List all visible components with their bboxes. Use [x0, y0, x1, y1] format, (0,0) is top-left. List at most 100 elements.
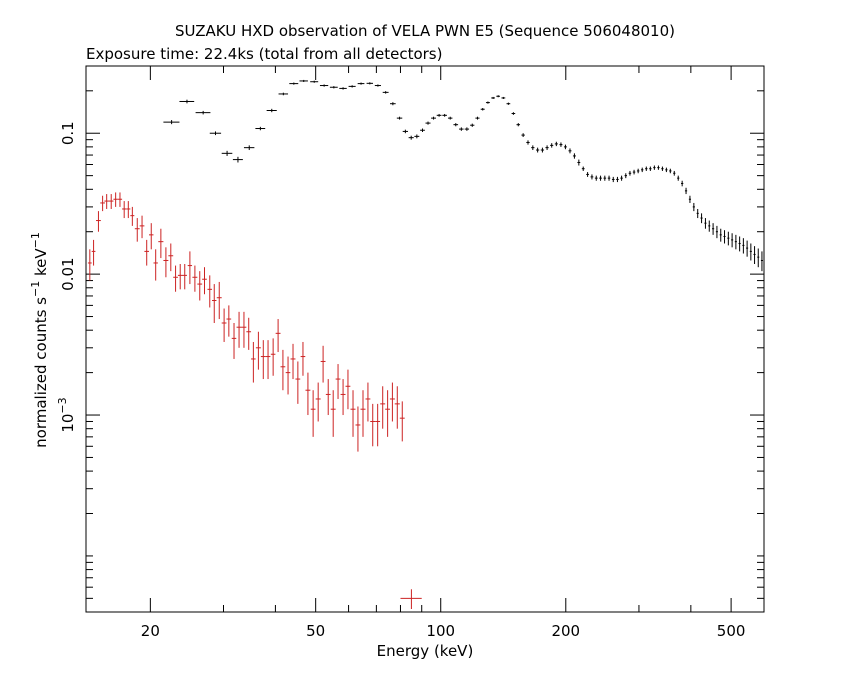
data-point: [712, 223, 715, 235]
chart-title: SUZAKU HXD observation of VELA PWN E5 (S…: [175, 22, 675, 40]
data-point: [280, 349, 286, 391]
y-axis: 0.1 0.01 10−3: [56, 90, 764, 613]
data-point: [255, 331, 261, 370]
data-point: [290, 343, 296, 380]
svg-text:10−3: 10−3: [56, 397, 77, 432]
y-tick-label: 0.01: [59, 257, 77, 290]
data-point: [760, 251, 763, 272]
data-point: [645, 166, 648, 171]
data-point: [704, 218, 707, 229]
data-point: [715, 225, 718, 239]
data-point: [431, 116, 436, 120]
data-point: [501, 96, 506, 99]
data-point: [572, 153, 576, 159]
data-point: [148, 223, 154, 250]
data-point: [163, 120, 180, 125]
data-point: [246, 317, 252, 350]
data-point: [173, 265, 178, 292]
x-tick-label: 500: [717, 622, 746, 640]
svg-text:0.1: 0.1: [59, 121, 77, 145]
data-point: [511, 112, 516, 115]
data-point: [153, 249, 158, 281]
data-series: [87, 79, 763, 610]
data-point: [425, 121, 431, 125]
data-point: [681, 180, 684, 187]
data-point: [568, 148, 572, 154]
data-point: [402, 129, 408, 134]
data-point: [521, 133, 525, 138]
data-point: [300, 341, 306, 376]
data-point: [158, 228, 164, 259]
data-point: [607, 175, 611, 181]
data-point: [684, 187, 688, 195]
data-point: [197, 271, 203, 301]
data-point: [464, 127, 470, 131]
data-point: [207, 275, 213, 308]
x-axis-label: Energy (keV): [377, 642, 474, 660]
y-tick-label: 10−3: [56, 397, 77, 432]
data-point: [177, 263, 183, 290]
data-point: [673, 170, 676, 176]
data-point: [559, 142, 563, 147]
data-point: [550, 143, 554, 148]
data-point: [475, 116, 480, 120]
data-point: [603, 175, 607, 181]
data-point: [374, 84, 381, 87]
data-point: [91, 239, 96, 266]
data-point: [335, 364, 341, 399]
data-point: [577, 159, 581, 166]
data-point: [179, 99, 195, 104]
data-point: [394, 386, 400, 429]
data-point: [586, 172, 589, 177]
data-point: [554, 141, 558, 147]
data-point: [399, 401, 405, 442]
data-point: [436, 113, 442, 117]
data-point: [241, 311, 247, 348]
data-point: [753, 246, 756, 264]
data-point: [275, 319, 281, 353]
y-axis-label-sup1: −1: [29, 281, 42, 297]
data-point: [731, 233, 734, 248]
data-point: [757, 248, 760, 268]
y-axis-label-main: normalized counts s: [32, 297, 50, 448]
data-point: [195, 110, 211, 115]
data-point: [265, 340, 271, 380]
data-point: [365, 382, 371, 422]
data-point: [320, 345, 326, 383]
data-point: [192, 265, 198, 292]
y-axis-label: normalized counts s−1 keV−1: [29, 232, 50, 448]
data-point: [243, 145, 255, 151]
data-point: [87, 249, 92, 281]
data-point: [310, 390, 316, 437]
data-point: [414, 134, 420, 139]
svg-text:normalized counts s−1 keV−1: normalized counts s−1 keV−1: [29, 232, 50, 448]
data-point: [348, 85, 356, 88]
data-point: [221, 150, 233, 156]
data-point: [540, 147, 545, 153]
data-point: [134, 218, 140, 242]
data-point: [310, 80, 319, 83]
data-point: [212, 284, 217, 323]
data-point: [459, 127, 464, 131]
data-point: [126, 201, 131, 219]
data-point: [620, 175, 623, 181]
data-point: [447, 116, 453, 120]
data-point: [734, 234, 737, 250]
data-point: [299, 79, 308, 82]
data-point: [130, 206, 135, 226]
data-point: [390, 102, 396, 106]
data-point: [329, 86, 338, 89]
data-point: [266, 108, 277, 113]
data-point: [375, 403, 381, 447]
data-point: [628, 170, 632, 176]
data-point: [295, 361, 301, 404]
data-point: [742, 238, 745, 254]
data-point: [491, 96, 496, 99]
y-axis-label-sup2: −1: [29, 232, 42, 248]
data-point: [727, 231, 730, 246]
data-point: [442, 113, 447, 117]
data-point: [231, 322, 237, 359]
data-point: [594, 175, 598, 181]
data-point: [624, 173, 628, 179]
